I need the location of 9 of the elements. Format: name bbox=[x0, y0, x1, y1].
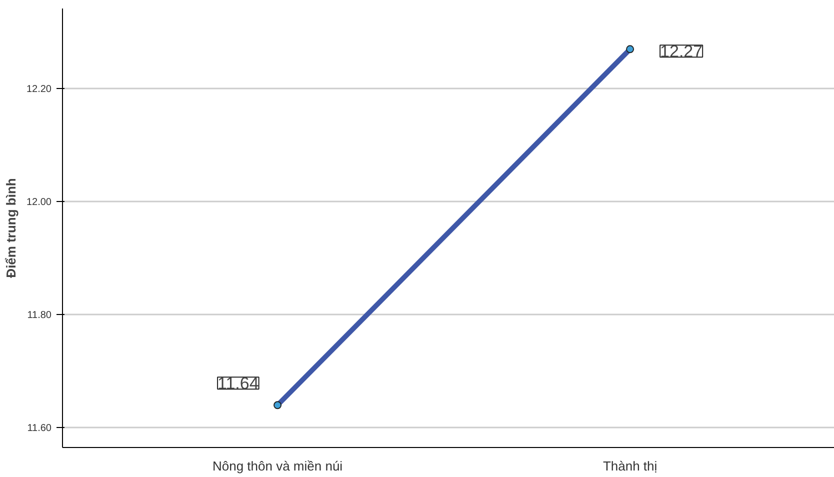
x-tick-label: Nông thôn và miền núi bbox=[212, 458, 343, 474]
data-label: 12.27 bbox=[660, 42, 703, 62]
y-tick-label: 12.20 bbox=[26, 84, 52, 96]
y-tick-label: 12.00 bbox=[26, 197, 52, 208]
y-tick-label: 11.60 bbox=[27, 423, 52, 434]
y-axis-title: Điểm trung bình bbox=[3, 178, 18, 278]
data-label: 11.64 bbox=[218, 374, 259, 394]
x-tick-label: Thành thị bbox=[602, 458, 658, 474]
y-tick-label: 11.80 bbox=[27, 310, 52, 322]
